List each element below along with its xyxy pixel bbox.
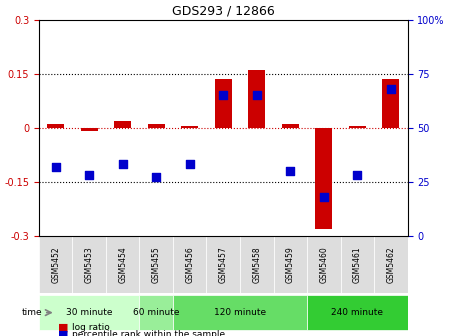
FancyBboxPatch shape [240, 236, 273, 293]
Text: GSM5456: GSM5456 [185, 246, 194, 283]
FancyBboxPatch shape [39, 236, 72, 293]
Text: GSM5460: GSM5460 [319, 246, 328, 283]
Text: GSM5453: GSM5453 [85, 246, 94, 283]
Text: 120 minute: 120 minute [214, 308, 266, 317]
Text: GSM5458: GSM5458 [252, 246, 261, 283]
FancyBboxPatch shape [207, 236, 240, 293]
Text: ■: ■ [58, 329, 69, 336]
Bar [349, 126, 366, 128]
FancyBboxPatch shape [341, 236, 374, 293]
Text: ■: ■ [58, 323, 69, 333]
Point [153, 175, 160, 180]
Point [387, 86, 394, 91]
Point [52, 164, 59, 169]
Text: 30 minute: 30 minute [66, 308, 112, 317]
FancyBboxPatch shape [72, 236, 106, 293]
Point [287, 168, 294, 174]
Point [253, 93, 260, 98]
Text: log ratio: log ratio [72, 323, 110, 332]
Text: 240 minute: 240 minute [331, 308, 383, 317]
Text: GSM5459: GSM5459 [286, 246, 295, 283]
Text: GSM5457: GSM5457 [219, 246, 228, 283]
Bar [282, 124, 299, 128]
Text: GSM5452: GSM5452 [51, 246, 60, 283]
FancyBboxPatch shape [374, 236, 408, 293]
FancyBboxPatch shape [307, 295, 408, 330]
Title: GDS293 / 12866: GDS293 / 12866 [172, 4, 275, 17]
Bar [81, 128, 97, 131]
FancyBboxPatch shape [273, 236, 307, 293]
FancyBboxPatch shape [140, 236, 173, 293]
Bar [148, 124, 165, 128]
FancyBboxPatch shape [173, 295, 307, 330]
Bar [316, 128, 332, 228]
Point [119, 162, 126, 167]
FancyBboxPatch shape [173, 236, 207, 293]
Bar [114, 121, 131, 128]
Text: GSM5455: GSM5455 [152, 246, 161, 283]
Bar [215, 79, 232, 128]
FancyBboxPatch shape [106, 236, 140, 293]
Text: GSM5461: GSM5461 [353, 246, 362, 283]
Point [320, 194, 327, 200]
Bar [181, 126, 198, 128]
Text: GSM5454: GSM5454 [118, 246, 127, 283]
FancyBboxPatch shape [307, 236, 341, 293]
Bar [248, 70, 265, 128]
Text: 60 minute: 60 minute [133, 308, 180, 317]
Point [86, 173, 93, 178]
Point [354, 173, 361, 178]
Text: percentile rank within the sample: percentile rank within the sample [72, 330, 225, 336]
Bar [47, 124, 64, 128]
FancyBboxPatch shape [39, 295, 140, 330]
Text: time: time [22, 308, 42, 317]
FancyBboxPatch shape [140, 295, 173, 330]
Bar [383, 79, 399, 128]
Point [186, 162, 194, 167]
Point [220, 93, 227, 98]
Text: GSM5462: GSM5462 [386, 246, 396, 283]
